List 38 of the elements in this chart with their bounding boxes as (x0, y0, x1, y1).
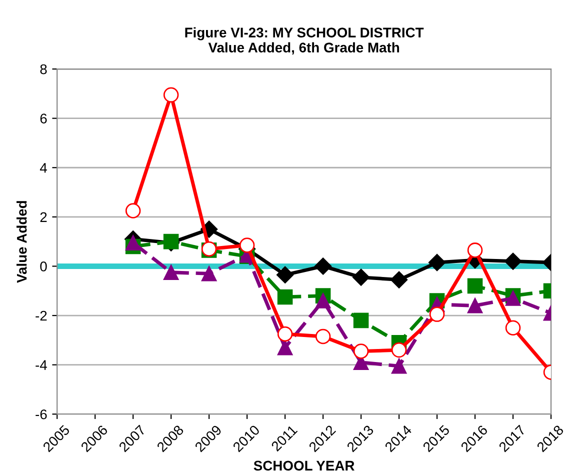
point (428, 254, 446, 272)
point (505, 320, 521, 336)
y-tick-label: 0 (40, 262, 47, 272)
point (125, 203, 141, 218)
y-tick-label: 6 (40, 114, 47, 124)
point (429, 306, 445, 322)
point (353, 312, 369, 328)
point (277, 289, 293, 305)
y-tick-label: -6 (36, 409, 47, 420)
x-axis-title: SCHOOL YEAR (254, 460, 354, 471)
y-tick-label: -4 (36, 360, 47, 370)
point (315, 293, 331, 308)
point (163, 264, 179, 280)
y-tick-label: 8 (40, 64, 47, 74)
point (390, 271, 408, 288)
y-tick-label: 2 (40, 212, 47, 222)
point (352, 268, 370, 286)
point (201, 266, 217, 282)
chart-title: Figure VI-23: MY SCHOOL DISTRICT Value Added, 6th Grade Math (185, 27, 424, 55)
point (504, 252, 522, 270)
point (353, 344, 369, 359)
y-tick-label: -2 (36, 310, 47, 321)
y-tick-label: 4 (40, 163, 47, 173)
point (467, 242, 483, 258)
point (391, 342, 407, 358)
point (163, 87, 179, 103)
point (314, 258, 332, 275)
point (277, 326, 293, 342)
point (277, 340, 293, 356)
y-axis-title: Value Added (16, 201, 27, 283)
point (467, 278, 483, 294)
point (315, 328, 331, 344)
point (467, 298, 483, 314)
point (239, 238, 255, 253)
point (125, 235, 141, 250)
point (391, 358, 407, 374)
point (276, 266, 294, 284)
point (163, 234, 179, 250)
